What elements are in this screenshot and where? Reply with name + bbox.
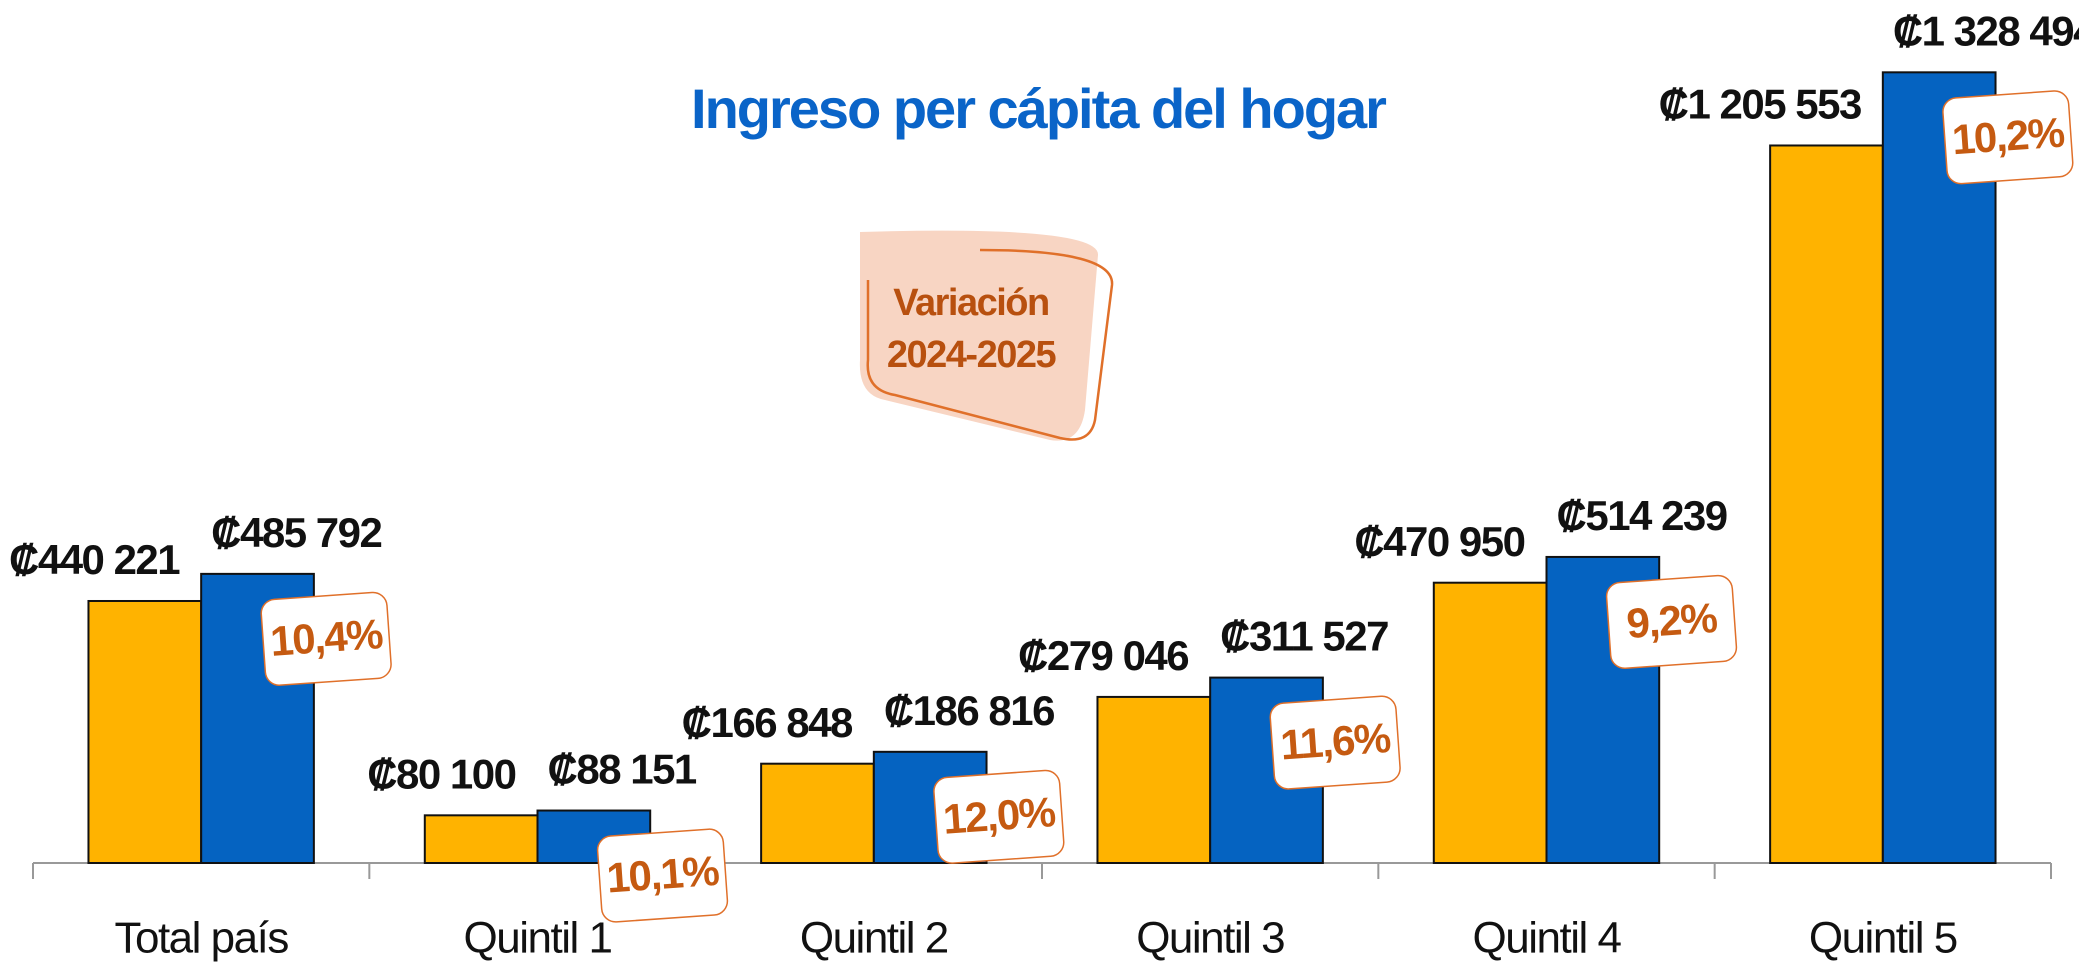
variation-badge: 10,4% (260, 591, 392, 686)
variation-label: 12,0% (941, 788, 1057, 843)
variation-badge: 10,1% (596, 828, 729, 923)
value-label: ₡166 848 (682, 699, 853, 746)
value-label: ₡186 816 (884, 687, 1054, 734)
value-label: ₡514 239 (1557, 492, 1727, 539)
value-label: ₡311 527 (1220, 613, 1388, 660)
bar (1432, 581, 1548, 864)
variation-box (260, 591, 392, 686)
variation-badge: 12,0% (933, 769, 1065, 864)
bar (423, 814, 539, 864)
x-tick-label: Quintil 4 (1473, 914, 1622, 963)
x-tick-label: Quintil 3 (1136, 914, 1284, 963)
variation-badge: 11,6% (1269, 695, 1401, 790)
value-label: ₡485 792 (211, 509, 381, 556)
variation-label: 11,6% (1279, 714, 1392, 769)
bar (1769, 144, 1884, 865)
variation-label: 10,4% (269, 610, 385, 665)
bar (1096, 695, 1212, 864)
x-tick-label: Quintil 5 (1809, 914, 1957, 963)
variation-badge: 9,2% (1605, 574, 1738, 670)
x-tick-label: Total país (114, 914, 288, 963)
bar (760, 762, 875, 864)
annotation-border (866, 248, 1114, 441)
x-tick-label: Quintil 1 (464, 914, 612, 963)
variation-box (1269, 695, 1401, 790)
annotation: Variación 2024-2025 (859, 230, 1114, 441)
value-label: ₡1 205 553 (1659, 81, 1861, 128)
variation-box (933, 769, 1065, 864)
value-label: ₡440 221 (9, 536, 180, 583)
annotation-bg (859, 230, 1099, 441)
chart-title: Ingreso per cápita del hogar (691, 77, 1386, 140)
annotation-text: Variación (893, 282, 1048, 324)
value-label: ₡279 046 (1018, 632, 1188, 679)
value-label: ₡80 100 (367, 750, 515, 797)
variation-box (596, 828, 729, 923)
variation-badge: 10,2% (1942, 90, 2074, 185)
variation-label: 10,2% (1950, 108, 2066, 163)
value-label: ₡470 950 (1354, 518, 1524, 565)
x-tick-label: Quintil 2 (800, 914, 948, 963)
variation-label: 9,2% (1625, 594, 1719, 647)
bar (1881, 71, 1997, 864)
bar (87, 599, 203, 864)
variation-box (1942, 90, 2074, 185)
value-label: ₡1 328 494 (1893, 7, 2079, 54)
value-label: ₡88 151 (548, 746, 697, 793)
annotation-text: 2024-2025 (887, 334, 1057, 376)
variation-box (1605, 574, 1738, 670)
variation-label: 10,1% (605, 847, 721, 902)
